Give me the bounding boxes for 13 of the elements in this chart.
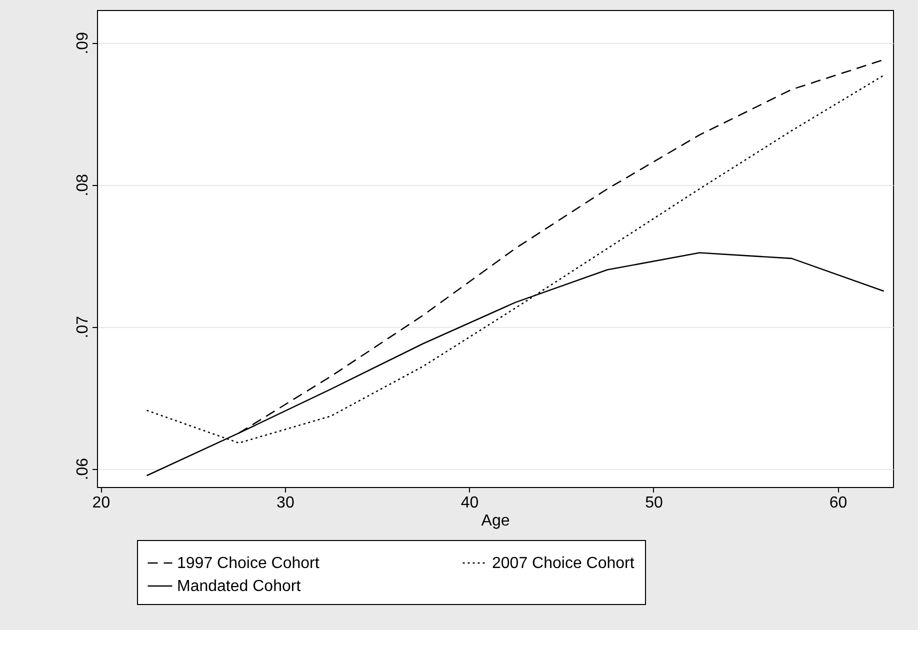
x-tick-label: 50 xyxy=(645,494,663,512)
y-tick-label: .08 xyxy=(74,174,92,196)
x-tick-label: 60 xyxy=(829,494,848,512)
y-tick-label: .06 xyxy=(74,458,92,480)
x-tick-label: 20 xyxy=(92,494,110,512)
x-tick-label: 30 xyxy=(276,494,294,512)
legend-label: 2007 Choice Cohort xyxy=(492,555,635,572)
x-tick-label: 40 xyxy=(460,494,479,512)
y-tick-label: .07 xyxy=(74,316,92,338)
y-tick-label: .09 xyxy=(74,32,92,54)
legend-label: 1997 Choice Cohort xyxy=(177,555,320,572)
legend-label: Mandated Cohort xyxy=(177,578,302,595)
x-axis-title: Age xyxy=(481,512,510,530)
